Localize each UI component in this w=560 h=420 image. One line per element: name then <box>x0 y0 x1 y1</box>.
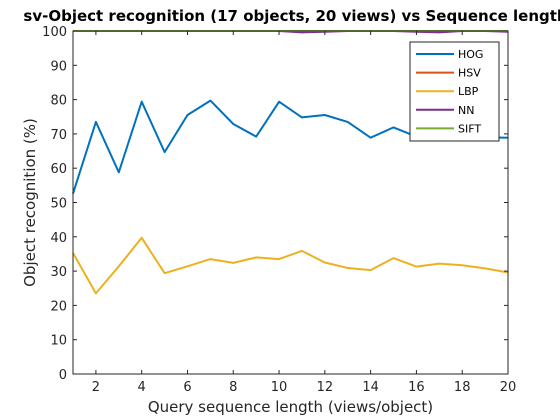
x-tick-label: 4 <box>138 380 146 395</box>
x-tick-label: 20 <box>500 380 517 395</box>
y-tick-label: 90 <box>50 59 67 74</box>
legend-label-sift: SIFT <box>458 122 481 135</box>
y-tick-label: 80 <box>50 94 67 109</box>
y-tick-label: 40 <box>50 231 67 246</box>
x-tick-label: 12 <box>317 380 334 395</box>
x-tick-label: 2 <box>92 380 100 395</box>
x-tick-label: 10 <box>271 380 288 395</box>
x-tick-label: 6 <box>183 380 191 395</box>
legend-label-lbp: LBP <box>458 85 479 98</box>
chart-title: sv-Object recognition (17 objects, 20 vi… <box>23 7 560 25</box>
y-tick-label: 50 <box>50 197 67 212</box>
y-tick-label: 70 <box>50 128 67 143</box>
ticks-layer: 2 4 6 8 10 12 14 16 18 20 0 10 20 30 40 50 60 70 80 90 100 <box>42 25 516 395</box>
y-axis-label: Object recognition (%) <box>21 118 39 287</box>
legend-label-hsv: HSV <box>458 67 481 80</box>
x-tick-label: 18 <box>454 380 471 395</box>
legend-label-nn: NN <box>458 104 474 117</box>
y-tick-label: 20 <box>50 299 67 314</box>
x-tick-label: 8 <box>229 380 237 395</box>
y-tick-label: 100 <box>42 25 67 40</box>
series-line-lbp <box>72 236 509 295</box>
legend-label-hog: HOG <box>458 48 483 61</box>
x-tick-label: 14 <box>362 380 379 395</box>
x-axis-label: Query sequence length (views/object) <box>148 398 433 416</box>
y-tick-label: 30 <box>50 265 67 280</box>
legend: HOG HSV LBP NN SIFT <box>409 41 500 142</box>
y-tick-label: 10 <box>50 334 67 349</box>
y-tick-label: 0 <box>59 368 67 383</box>
y-tick-label: 60 <box>50 162 67 177</box>
x-tick-label: 16 <box>408 380 425 395</box>
